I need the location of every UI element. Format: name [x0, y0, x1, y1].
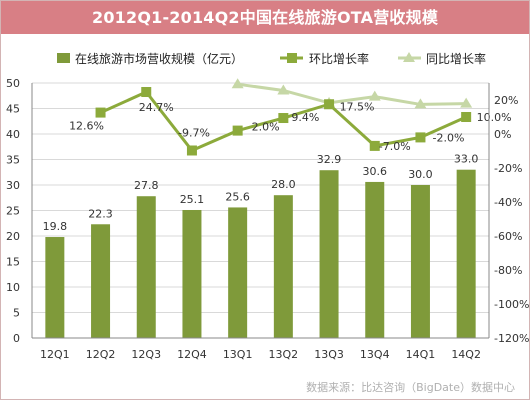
- bar-value-label: 28.0: [271, 178, 296, 191]
- legend-yoy-swatch-marker: [403, 52, 415, 62]
- x-tick-label: 13Q3: [314, 348, 344, 361]
- yoy-growth-marker: [277, 84, 290, 95]
- y-left-tick-label: 5: [13, 307, 20, 320]
- revenue-bar: [273, 195, 293, 338]
- x-tick-label: 13Q4: [360, 348, 390, 361]
- yoy-growth-marker: [231, 78, 244, 89]
- bar-value-label: 30.0: [408, 168, 433, 181]
- y-left-tick-label: 10: [6, 281, 20, 294]
- bar-value-label: 22.3: [88, 207, 113, 220]
- y-left-tick-label: 15: [6, 256, 20, 269]
- revenue-bar: [45, 237, 65, 338]
- yoy-growth-marker: [460, 97, 473, 108]
- x-tick-label: 13Q1: [223, 348, 253, 361]
- legend-qoq-label: 环比增长率: [309, 51, 369, 66]
- qoq-growth-label: -7.0%: [379, 140, 411, 153]
- bar-value-label: 19.8: [43, 220, 68, 233]
- y-right-tick-label: -60%: [494, 230, 522, 243]
- qoq-growth-marker: [232, 125, 243, 136]
- y-left-tick-label: 50: [6, 77, 20, 90]
- legend: 在线旅游市场营收规模（亿元） 环比增长率 同比增长率: [57, 51, 486, 66]
- qoq-growth-label: 10.0%: [477, 111, 512, 124]
- revenue-bars: 19.8 22.3 27.8 25.1 25.6 28.0 32.9 30.6 30.0 33.0: [43, 153, 479, 338]
- bar-value-label: 25.6: [225, 190, 250, 203]
- qoq-growth-label: 2.0%: [252, 121, 280, 134]
- y-right-tick-label: -120%: [494, 332, 529, 345]
- legend-qoq-swatch-marker: [287, 53, 297, 63]
- qoq-growth-marker: [95, 107, 106, 118]
- x-tick-label: 12Q1: [40, 348, 70, 361]
- y-left-tick-label: 45: [6, 103, 20, 116]
- qoq-growth-marker: [415, 132, 426, 143]
- x-tick-label: 13Q2: [269, 348, 299, 361]
- bar-value-label: 32.9: [317, 153, 342, 166]
- y-right-tick-label: 0%: [494, 128, 511, 141]
- y-left-tick-label: 35: [6, 154, 20, 167]
- chart-title: 2012Q1-2014Q2中国在线旅游OTA营收规模: [1, 1, 529, 34]
- qoq-growth-marker: [141, 87, 152, 98]
- revenue-bar: [456, 169, 476, 338]
- y-right-tick-label: -100%: [494, 298, 529, 311]
- bar-value-label: 33.0: [454, 153, 479, 166]
- revenue-bar: [319, 170, 339, 338]
- x-tick-label: 12Q4: [177, 348, 207, 361]
- y-right-tick-label: -20%: [494, 162, 522, 175]
- qoq-growth-label: -2.0%: [432, 131, 464, 144]
- y-right-tick-label: 20%: [494, 94, 518, 107]
- qoq-growth-label: 9.4%: [291, 111, 319, 124]
- revenue-bar: [228, 207, 248, 338]
- axes: 0 5 10 15 20 25 30 35 40 45 50 -120% -100% -80% -60% -4…: [6, 77, 529, 361]
- y-left-tick-label: 25: [6, 205, 20, 218]
- x-tick-label: 14Q2: [451, 348, 481, 361]
- qoq-growth-marker: [461, 112, 472, 122]
- bar-value-label: 27.8: [134, 179, 159, 192]
- revenue-bar: [410, 185, 430, 338]
- y-right-tick-label: -80%: [494, 264, 522, 277]
- qoq-growth-label: 17.5%: [340, 100, 375, 113]
- revenue-bar: [182, 209, 202, 338]
- qoq-growth-marker: [186, 145, 197, 156]
- x-tick-label: 12Q3: [131, 348, 161, 361]
- revenue-bar: [365, 181, 385, 338]
- qoq-growth-marker: [324, 99, 335, 110]
- qoq-growth-label: -9.7%: [178, 126, 210, 139]
- y-right-tick-label: -40%: [494, 196, 522, 209]
- source-note: 数据来源：比达咨询（BigDate）数据中心: [306, 381, 515, 394]
- bar-value-label: 30.6: [363, 165, 388, 178]
- legend-bar-label: 在线旅游市场营收规模（亿元）: [75, 51, 243, 66]
- revenue-bar: [91, 224, 111, 338]
- legend-bar-swatch: [57, 53, 70, 63]
- qoq-growth-marker: [369, 140, 380, 151]
- x-tick-label: 14Q1: [406, 348, 436, 361]
- growth-lines: 12.6% 24.7% -9.7% 2.0% 9.4% 17.5% -7.0% -2.0% 10…: [69, 78, 512, 156]
- y-left-tick-label: 30: [6, 179, 20, 192]
- x-tick-label: 12Q2: [86, 348, 116, 361]
- y-left-tick-label: 20: [6, 230, 20, 243]
- qoq-growth-marker: [278, 113, 289, 124]
- qoq-growth-label: 12.6%: [69, 120, 104, 133]
- y-left-tick-label: 40: [6, 128, 20, 141]
- legend-yoy-label: 同比增长率: [426, 51, 486, 66]
- qoq-growth-label: 24.7%: [139, 101, 174, 114]
- yoy-growth-line: [237, 82, 467, 106]
- revenue-bar: [136, 196, 156, 338]
- yoy-growth-marker: [368, 90, 381, 101]
- y-left-tick-label: 0: [13, 332, 20, 345]
- yoy-growth-marker: [414, 98, 427, 109]
- bar-value-label: 25.1: [180, 193, 205, 206]
